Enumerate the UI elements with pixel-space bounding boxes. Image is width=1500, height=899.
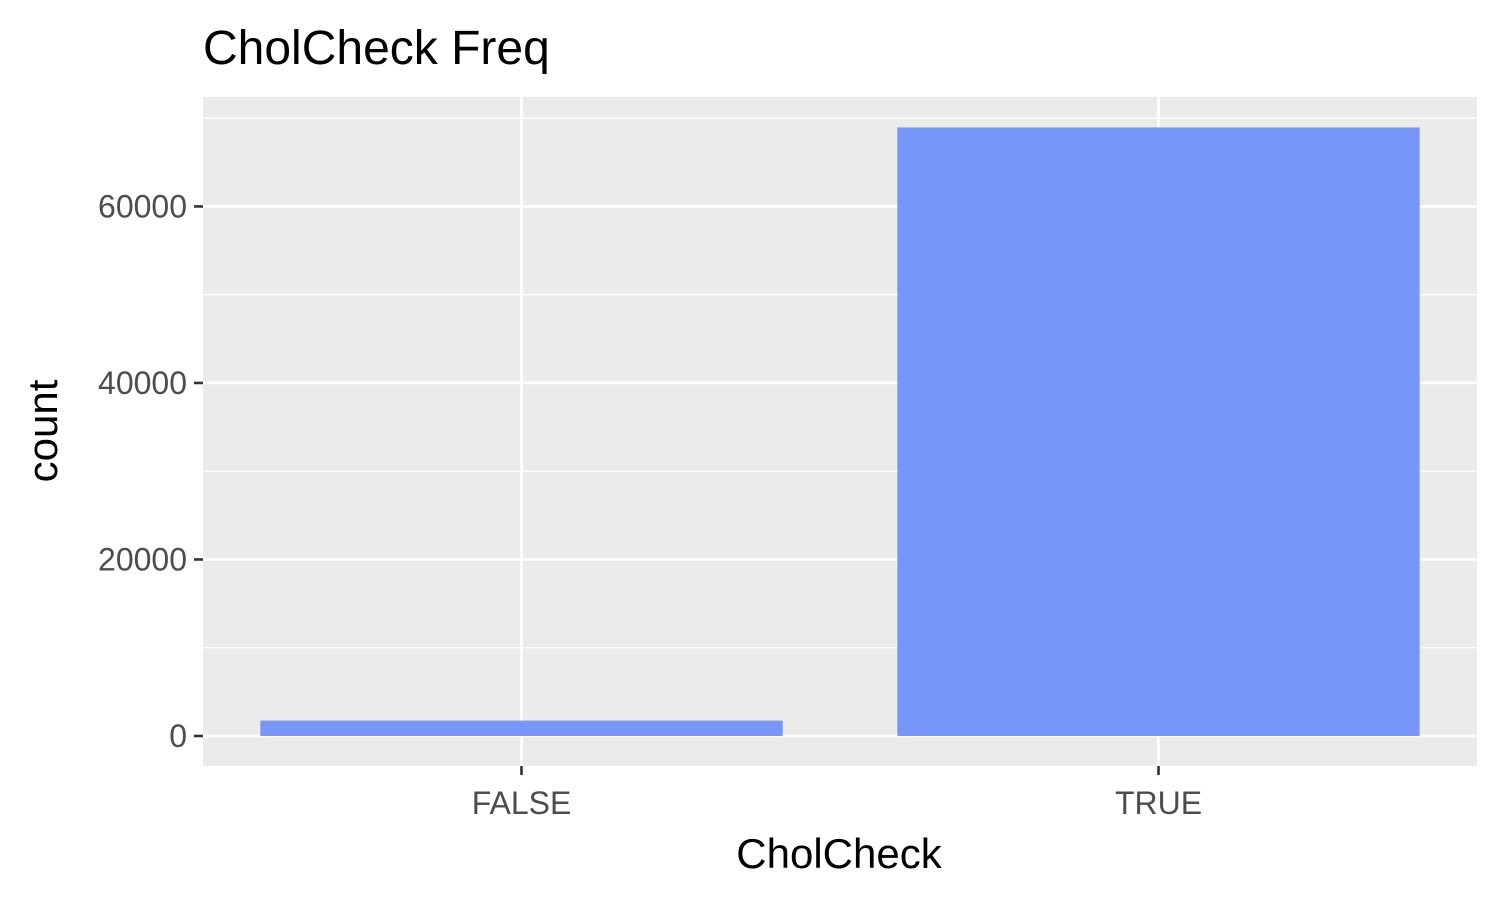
bar-true	[897, 127, 1420, 736]
y-tick-label: 0	[169, 718, 187, 754]
y-tick-label: 60000	[98, 188, 187, 224]
x-tick-label: FALSE	[472, 785, 572, 821]
bars	[260, 127, 1420, 736]
axes: 0 20000 40000 60000 FALSE TRUE	[98, 188, 1202, 821]
y-axis-title: count	[19, 379, 66, 482]
chart-title: CholCheck Freq	[203, 22, 550, 75]
y-tick-label: 40000	[98, 365, 187, 401]
x-axis-title: CholCheck	[736, 830, 942, 877]
x-tick-label: TRUE	[1115, 785, 1202, 821]
bar-false	[260, 720, 783, 736]
y-tick-label: 20000	[98, 541, 187, 577]
